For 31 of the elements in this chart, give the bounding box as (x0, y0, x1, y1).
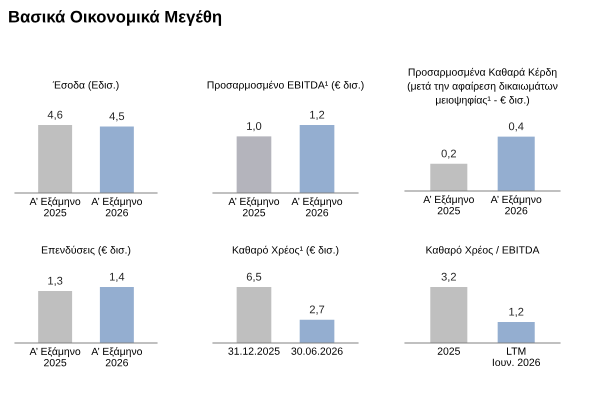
x-tick-label: Α’ Εξάμηνο 2025 (228, 197, 280, 216)
x-tick-label: Α’ Εξάμηνο 2026 (291, 197, 342, 216)
x-tick-label: Α’ Εξάμηνο 2025 (30, 347, 80, 366)
chart-title: Επενδύσεις (€ δισ.) (42, 246, 130, 256)
x-tick-label: Α’ Εξάμηνο 2026 (91, 197, 142, 216)
data-label: 1,4 (110, 272, 124, 282)
x-tick-label: Α’ Εξάμηνο 2025 (30, 197, 80, 216)
x-tick-label: Α’ Εξάμηνο 2026 (490, 195, 542, 214)
data-label: 2,7 (310, 306, 324, 315)
chart-title: Προσαρμοσμένο EBITDA¹ (€ δισ.) (208, 80, 364, 91)
data-label: 4,5 (109, 112, 124, 122)
chart-title: Προσαρμοσμένα Καθαρά Κέρδη (μετά την αφαίρεση δικαιωμάτων μειοψηφίας¹ - € δισ.) (408, 68, 558, 106)
data-label: 1,3 (48, 276, 62, 286)
data-label: 0,2 (442, 150, 456, 159)
data-label: 6,5 (246, 272, 262, 282)
x-tick-label: 30.06.2026 (291, 347, 343, 355)
x-tick-label: LTM Ιουν. 2026 (492, 348, 540, 366)
data-label: 1,2 (509, 308, 524, 317)
chart-title: Καθαρό Χρέος¹ (€ δισ.) (232, 246, 338, 256)
x-tick-label: Α’ Εξάμηνο 2025 (423, 195, 474, 214)
chart-title: Έσοδα (Εδισ.) (52, 81, 119, 91)
x-tick-label: 2025 (438, 347, 460, 355)
x-tick-label: 31.12.2025 (228, 347, 280, 355)
data-label: 0,4 (508, 122, 524, 132)
data-label: 1,0 (247, 122, 262, 132)
x-tick-label: Α’ Εξάμηνο 2026 (91, 347, 142, 366)
chart-title: Καθαρό Χρέος / EBITDA (426, 246, 540, 256)
data-label: 1,2 (310, 110, 324, 120)
data-label: 3,2 (442, 272, 456, 282)
data-label: 4,6 (48, 110, 62, 120)
text: Βασικά Οικονομικά Μεγέθη (9, 10, 222, 26)
